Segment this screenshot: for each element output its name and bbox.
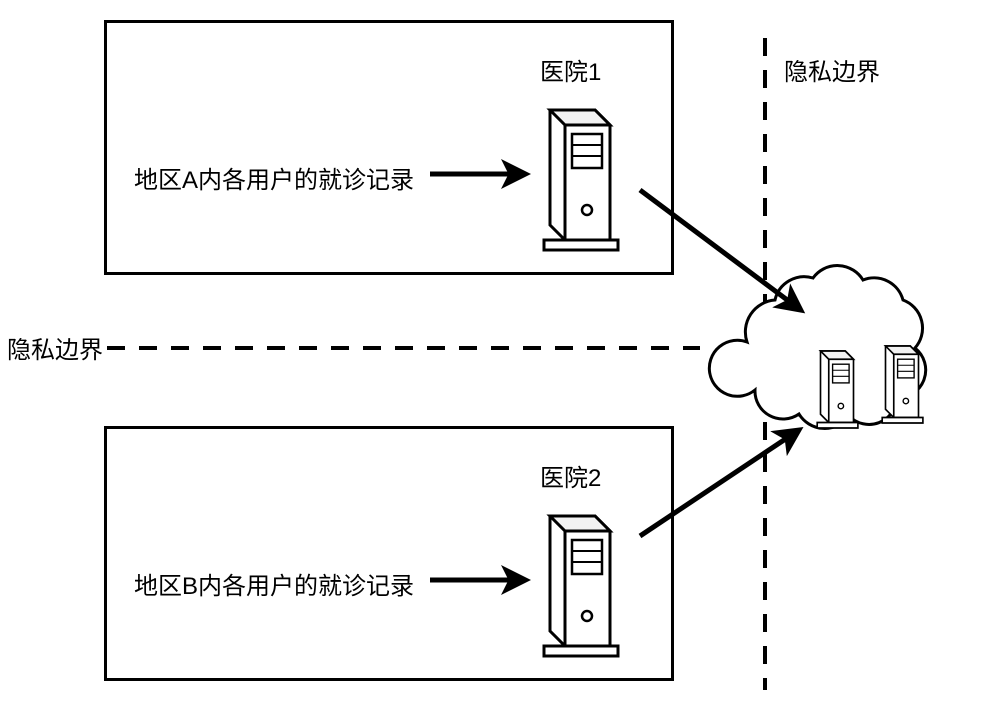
records-a-label: 地区A内各用户的就诊记录: [134, 160, 414, 195]
privacy-boundary-left-label: 隐私边界: [7, 330, 103, 365]
diagram-canvas: 医院1 医院2 隐私边界 隐私边界 地区A内各用户的就诊记录 地区B内各用户的就…: [0, 0, 1000, 702]
cloud-icon: [709, 266, 925, 429]
privacy-boundary-top-label: 隐私边界: [784, 52, 880, 87]
records-b-label: 地区B内各用户的就诊记录: [134, 566, 414, 601]
cloud-server-b-icon: [882, 346, 923, 423]
hospital2-label: 医院2: [540, 458, 601, 493]
cloud-server-a-icon: [817, 351, 858, 428]
hospital1-label: 医院1: [540, 52, 601, 87]
